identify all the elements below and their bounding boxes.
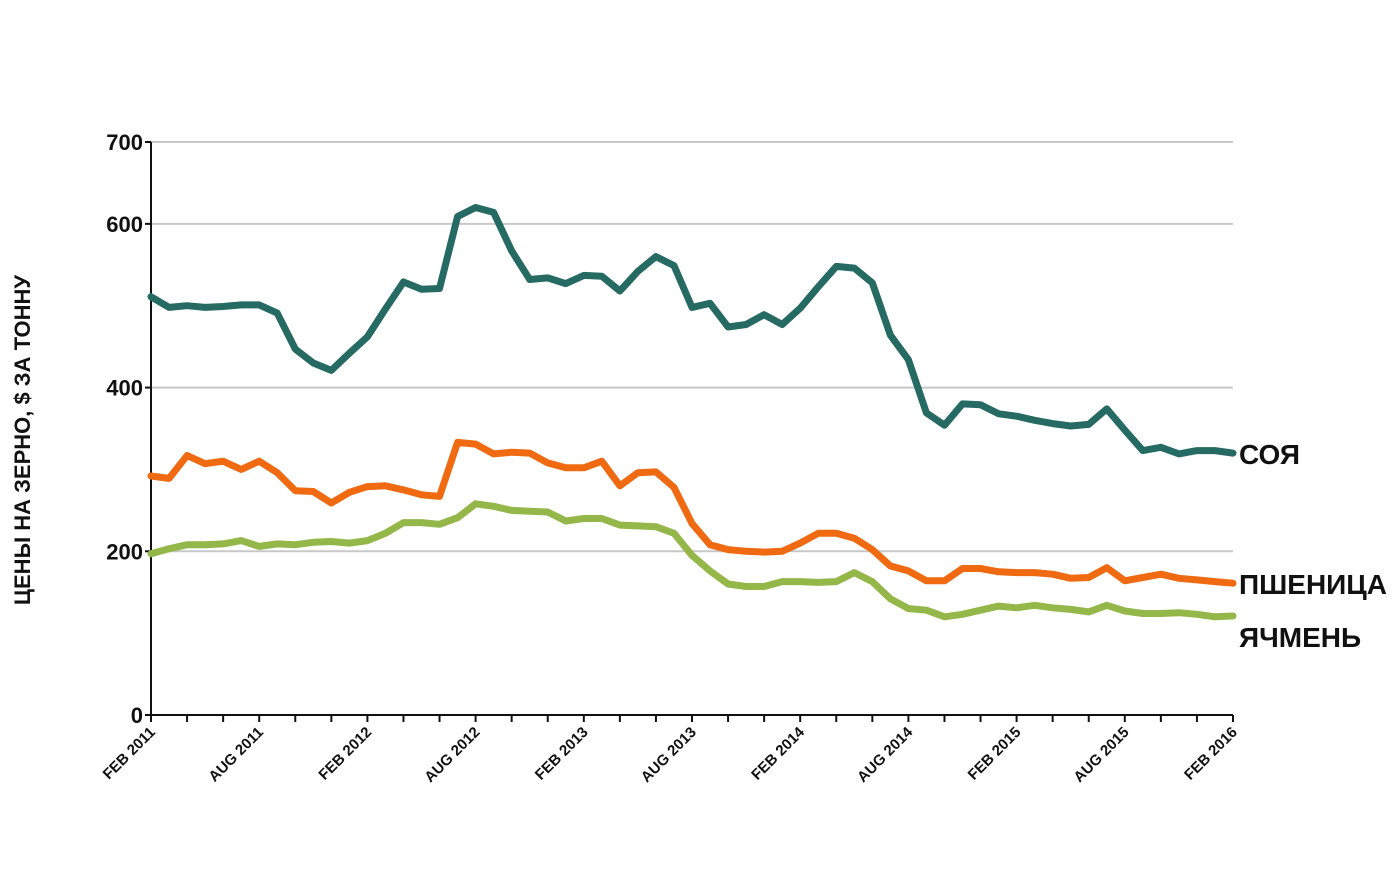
x-tick-label: AUG 2011 [205,724,267,786]
x-tick-label: FEB 2015 [965,724,1025,784]
x-tick-label: FEB 2012 [315,724,375,784]
series-label-2: ПШЕНИЦА [1239,569,1387,600]
series-lines [147,204,1237,621]
series-line-3 [147,500,1237,621]
y-axis-label: ЦЕНЫ НА ЗЕРНО, $ ЗА ТОННУ [10,275,35,605]
axes: 0 200 400 600 700 FEB 2011 AUG 2011 FEB 2012 AUG… [100,130,1241,786]
x-tick-label: AUG 2014 [854,723,917,786]
x-tick-label: FEB 2013 [532,724,592,784]
y-tick-label-700: 700 [106,130,143,155]
x-tick-label: AUG 2012 [421,724,483,786]
series-line-1 [147,204,1237,458]
x-tick-label: FEB 2016 [1181,724,1241,784]
y-tick-label-400: 400 [106,376,143,401]
series-label-1: СОЯ [1239,439,1300,470]
x-tick-label: AUG 2015 [1070,724,1132,786]
x-tick-label: FEB 2011 [100,724,159,783]
y-tick-label-600: 600 [106,212,143,237]
series-labels: СОЯ ПШЕНИЦА ЯЧМЕНЬ [1239,439,1387,653]
x-tick-label: FEB 2014 [748,723,808,783]
y-tick-label-200: 200 [106,539,143,564]
y-tick-label-0: 0 [131,703,143,728]
x-tick-label: AUG 2013 [638,724,700,786]
series-label-3: ЯЧМЕНЬ [1239,622,1361,653]
series-line-2 [147,438,1237,587]
